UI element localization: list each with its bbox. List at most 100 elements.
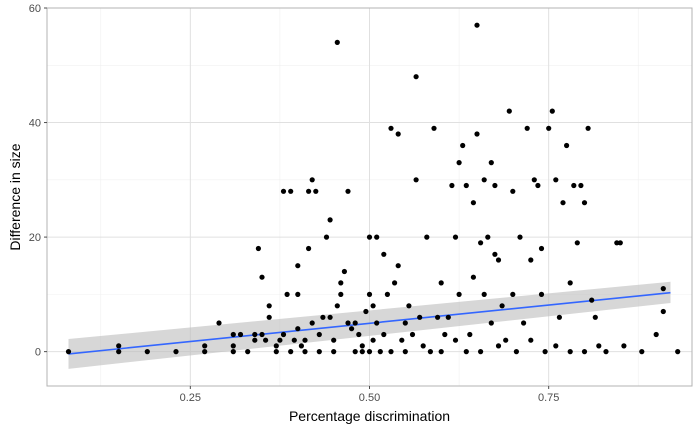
y-tick-label: 20: [29, 232, 41, 244]
data-point: [474, 131, 480, 137]
data-point: [374, 320, 380, 326]
data-point: [470, 200, 476, 206]
data-point: [295, 291, 301, 297]
data-point: [273, 343, 279, 349]
data-point: [288, 349, 294, 355]
data-point: [621, 343, 627, 349]
data-point: [338, 291, 344, 297]
data-point: [366, 349, 373, 355]
data-point: [617, 240, 623, 246]
data-point: [295, 326, 301, 332]
data-point: [488, 160, 494, 166]
data-point: [603, 349, 609, 355]
data-point: [571, 182, 577, 189]
data-point: [277, 337, 283, 343]
data-point: [280, 188, 287, 194]
data-point: [116, 349, 122, 355]
data-point: [413, 74, 419, 80]
data-point: [435, 314, 441, 320]
data-point: [499, 303, 505, 309]
data-point: [581, 200, 588, 206]
data-point: [216, 320, 222, 326]
y-tick-label: 60: [29, 3, 41, 15]
x-axis-ticks: 0.25 0.50 0.75: [180, 386, 559, 404]
data-point: [438, 349, 444, 355]
data-point: [506, 108, 512, 114]
data-point: [470, 274, 476, 280]
data-point: [452, 234, 459, 240]
data-point: [528, 337, 534, 343]
confidence-band-layer: [68, 281, 671, 369]
data-point: [280, 331, 287, 338]
data-point: [255, 245, 261, 252]
data-point: [388, 125, 394, 131]
data-point: [384, 291, 390, 297]
data-point: [456, 291, 462, 297]
data-point: [417, 314, 423, 320]
data-point: [266, 303, 272, 309]
data-point: [381, 251, 387, 257]
data-point: [395, 131, 401, 137]
data-point: [402, 320, 408, 326]
data-point: [252, 331, 258, 338]
data-point: [589, 297, 595, 303]
data-point: [660, 286, 666, 292]
data-point: [370, 337, 376, 343]
data-point: [381, 331, 387, 338]
data-point: [639, 349, 645, 355]
data-point: [316, 331, 322, 338]
data-point: [288, 188, 294, 194]
data-point: [467, 331, 473, 338]
data-point: [442, 331, 448, 338]
data-point: [327, 314, 333, 320]
data-point: [202, 349, 208, 355]
data-point: [521, 320, 527, 326]
data-points: [65, 22, 681, 355]
data-point: [560, 200, 566, 206]
data-point: [341, 268, 347, 275]
x-tick-label: 0.50: [359, 392, 380, 404]
data-point: [474, 22, 480, 28]
data-point: [456, 160, 462, 166]
y-tick-label: 0: [35, 347, 41, 359]
data-point: [492, 182, 498, 189]
data-point: [352, 320, 358, 326]
data-point: [596, 343, 602, 349]
data-point: [230, 349, 236, 355]
data-point: [65, 349, 72, 355]
data-point: [173, 349, 179, 355]
data-point: [460, 142, 466, 149]
data-point: [263, 337, 269, 343]
data-point: [653, 331, 659, 338]
data-point: [349, 326, 355, 332]
data-point: [517, 234, 523, 240]
data-point: [320, 314, 326, 320]
data-point: [237, 331, 244, 338]
data-point: [252, 337, 258, 343]
data-point: [306, 188, 312, 194]
data-point: [549, 108, 555, 114]
data-point: [334, 303, 340, 309]
data-point: [463, 182, 469, 189]
data-point: [445, 314, 451, 320]
data-point: [331, 349, 337, 355]
data-point: [363, 308, 369, 315]
data-point: [510, 188, 516, 194]
data-point: [366, 291, 373, 297]
data-point: [452, 337, 459, 343]
data-point: [485, 234, 491, 240]
data-point: [395, 263, 401, 269]
data-point: [402, 349, 408, 355]
data-point: [481, 291, 487, 297]
data-point: [420, 343, 426, 349]
y-axis-ticks: 0 20 40 60: [29, 3, 47, 359]
data-point: [298, 343, 304, 349]
data-point: [406, 303, 412, 309]
data-point: [431, 125, 437, 131]
data-point: [424, 234, 430, 240]
data-point: [370, 303, 376, 309]
data-point: [567, 280, 573, 286]
data-point: [592, 314, 598, 320]
data-point: [313, 188, 319, 194]
